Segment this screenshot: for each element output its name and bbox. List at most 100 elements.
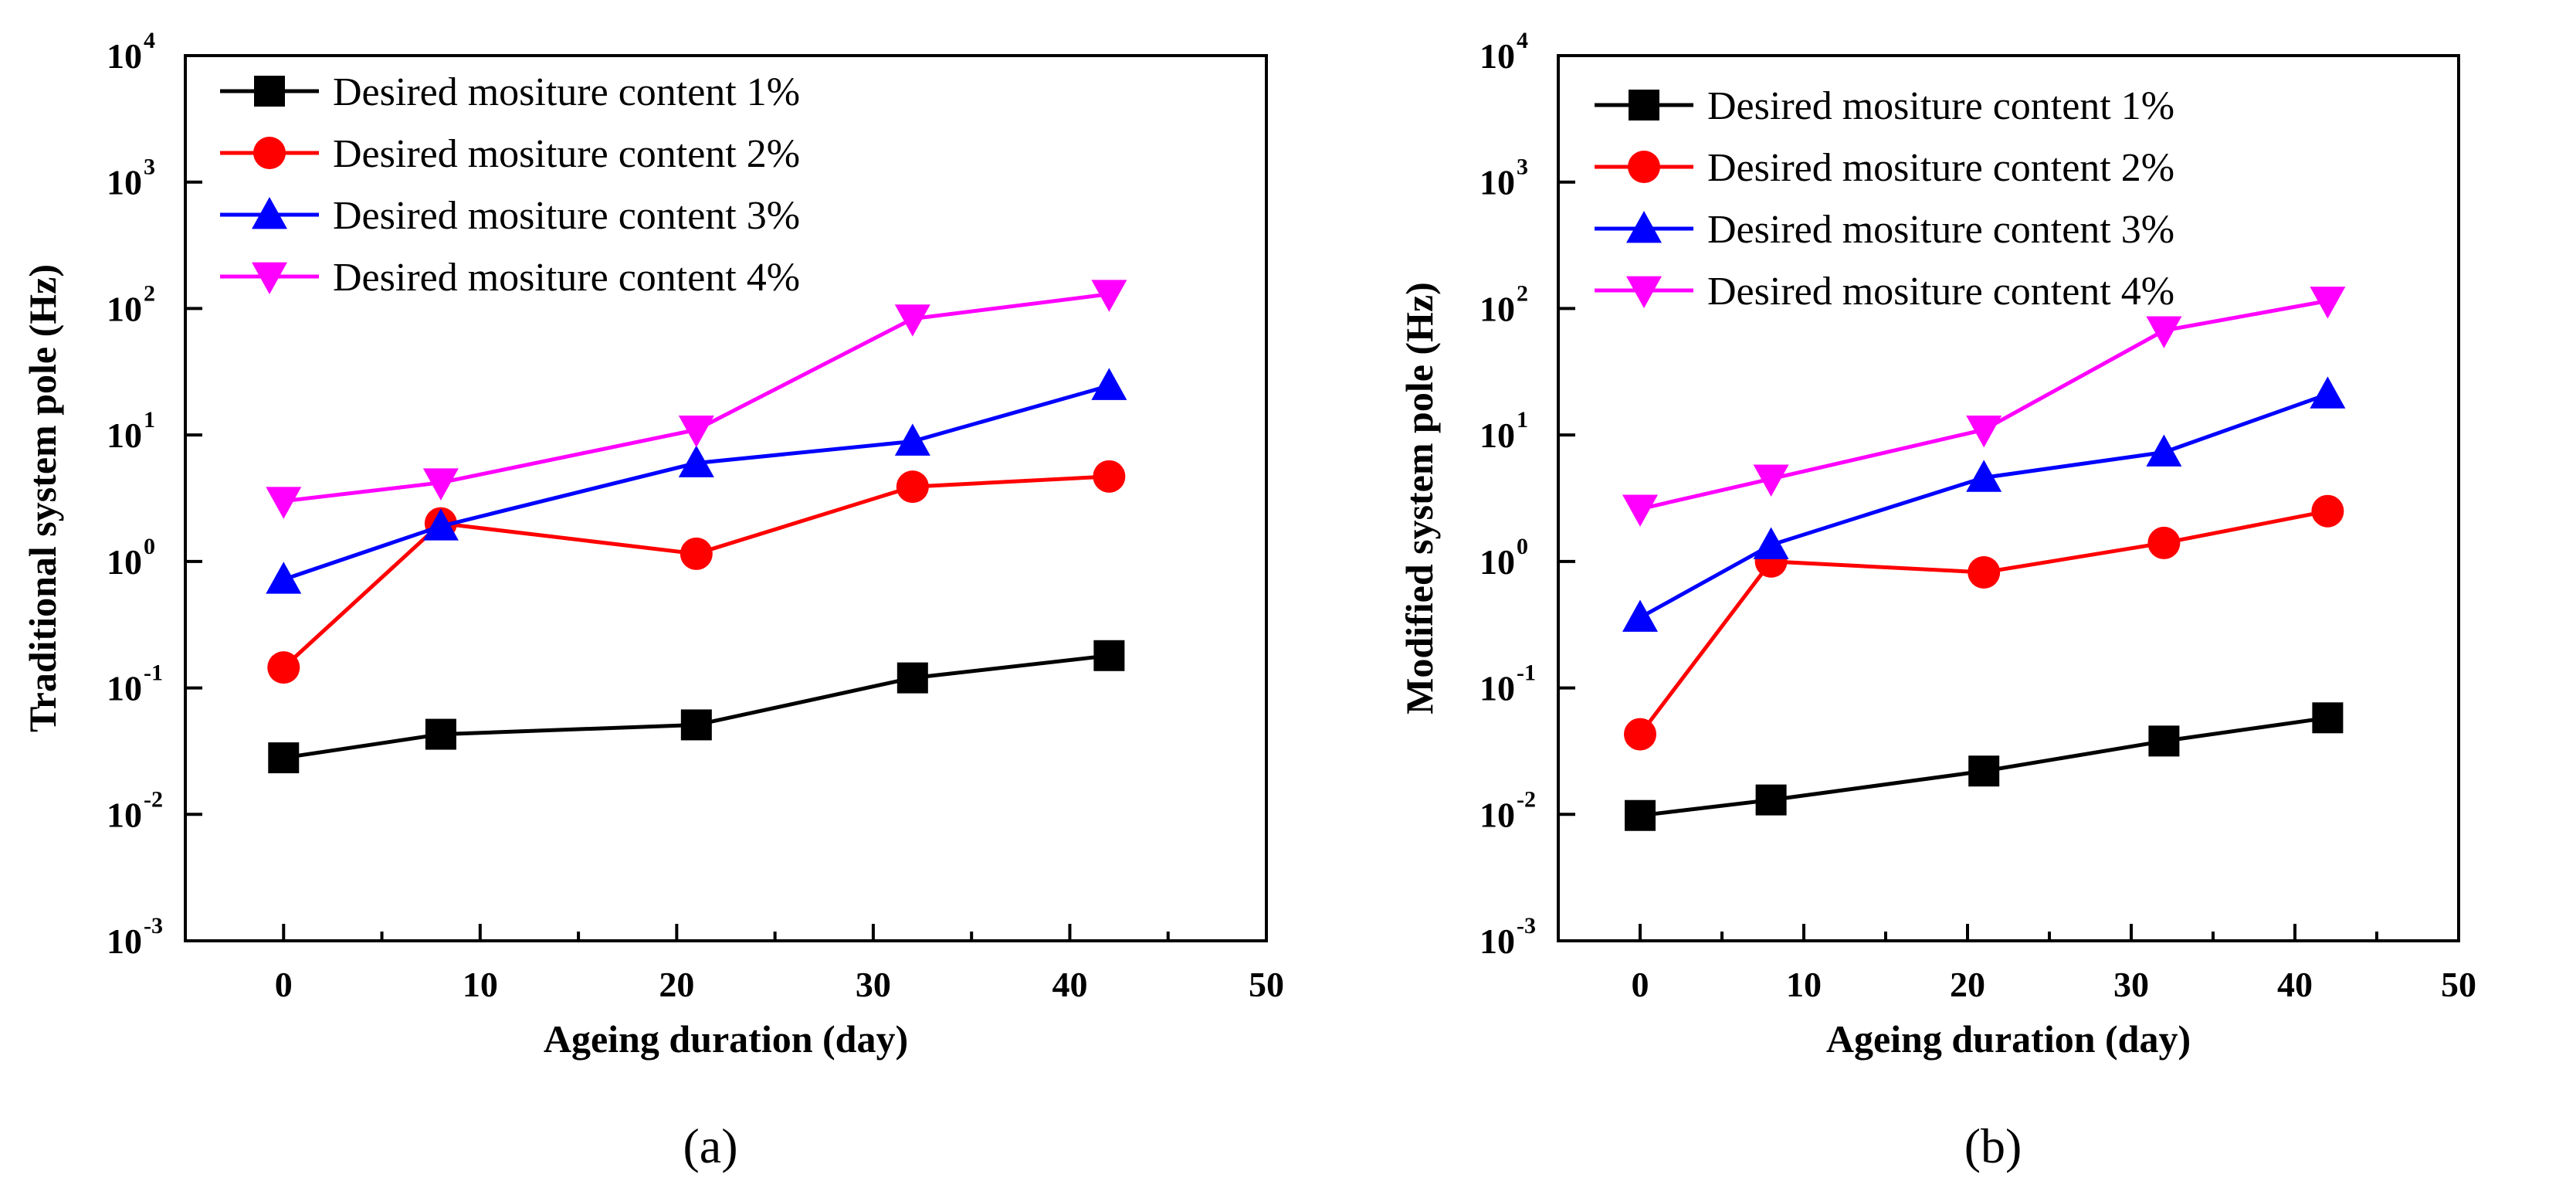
y-tick-exponent: -2 (144, 786, 163, 812)
series-line (1639, 509, 2328, 736)
y-tick-exponent: 1 (144, 407, 155, 433)
series-line (283, 653, 1110, 760)
y-tick-label: 10 (107, 795, 142, 834)
y-tick-label: 10 (107, 289, 142, 328)
data-point (1625, 799, 1656, 831)
y-tick-label: 10 (107, 36, 142, 76)
data-point (266, 487, 302, 519)
legend-marker (1626, 211, 1662, 243)
y-tick-label: 10 (1480, 669, 1515, 708)
legend-marker (252, 262, 287, 294)
data-point (1968, 755, 2000, 787)
legend-label: Desired mositure content 3% (1707, 208, 2174, 252)
y-axis-title: Traditional system pole (Hz) (21, 264, 64, 732)
data-point (425, 718, 456, 750)
data-point (894, 304, 930, 337)
data-point (2146, 316, 2182, 348)
y-tick-exponent: 3 (144, 154, 155, 180)
y-tick-exponent: -3 (144, 913, 163, 939)
data-point (1755, 784, 1787, 816)
x-tick-label: 20 (659, 965, 694, 1004)
data-point (897, 662, 928, 694)
legend-label: Desired mositure content 2% (1707, 146, 2174, 190)
legend-marker (252, 197, 287, 229)
data-point (1624, 718, 1656, 751)
data-point (896, 470, 929, 504)
y-tick-exponent: -3 (1517, 913, 1536, 939)
panel-label: (b) (1964, 1118, 2022, 1173)
data-point (268, 742, 300, 774)
data-point (2311, 494, 2344, 528)
data-point (1966, 415, 2002, 448)
data-point (2146, 434, 2182, 467)
y-tick-label: 10 (1480, 289, 1515, 328)
y-tick-label: 10 (1480, 542, 1515, 582)
data-point (2312, 702, 2344, 734)
x-tick-label: 10 (1786, 965, 1822, 1004)
x-tick-label: 50 (1249, 965, 1284, 1004)
plot-frame (1557, 54, 2460, 942)
data-point (1753, 527, 1789, 559)
data-point (1093, 640, 1125, 671)
y-axis-title: Modified system pole (Hz) (1398, 282, 1441, 714)
data-point (680, 537, 713, 570)
y-tick-exponent: 4 (1517, 28, 1528, 53)
legend-marker (1628, 151, 1660, 183)
data-point (267, 651, 300, 684)
x-tick-label: 40 (2277, 965, 2313, 1004)
y-tick-label: 10 (107, 922, 142, 961)
data-point (1622, 599, 1658, 632)
data-point (1622, 494, 1658, 527)
data-point (1091, 368, 1127, 400)
legend-marker (1626, 276, 1662, 308)
data-point (1753, 464, 1789, 497)
y-tick-label: 10 (107, 416, 142, 455)
data-point (266, 562, 302, 594)
data-point (894, 423, 930, 456)
legend-label: Desired mositure content 3% (333, 194, 800, 238)
y-tick-label: 10 (1480, 795, 1515, 834)
legend-label: Desired mositure content 1% (1707, 84, 2174, 128)
x-tick-label: 40 (1052, 965, 1087, 1004)
y-tick-label: 10 (107, 669, 142, 708)
x-tick-label: 10 (463, 965, 498, 1004)
x-axis-title: Ageing duration (day) (1826, 1017, 2191, 1061)
data-point (1091, 280, 1127, 312)
plot-frame (184, 54, 1268, 942)
data-point (2147, 526, 2181, 559)
y-tick-exponent: -2 (1517, 786, 1536, 812)
y-tick-label: 10 (1480, 163, 1515, 202)
x-tick-label: 0 (275, 965, 293, 1004)
data-point (1093, 460, 1126, 493)
x-tick-label: 0 (1632, 965, 1649, 1004)
legend-label: Desired mositure content 4% (1707, 270, 2174, 314)
data-point (678, 415, 714, 448)
x-tick-label: 30 (2113, 965, 2149, 1004)
legend-label: Desired mositure content 1% (333, 70, 800, 114)
y-tick-label: 10 (1480, 36, 1515, 76)
y-tick-label: 10 (1480, 922, 1515, 961)
legend-label: Desired mositure content 2% (333, 132, 800, 176)
y-tick-exponent: 3 (1517, 154, 1528, 180)
y-tick-exponent: -1 (1517, 660, 1536, 686)
y-tick-exponent: 0 (1517, 534, 1528, 559)
y-tick-exponent: 1 (1517, 407, 1528, 433)
x-tick-label: 20 (1950, 965, 1985, 1004)
x-tick-label: 50 (2441, 965, 2476, 1004)
y-tick-exponent: -1 (144, 660, 163, 686)
data-point (2148, 725, 2180, 757)
data-point (680, 709, 712, 741)
y-tick-exponent: 2 (144, 280, 155, 306)
legend-label: Desired mositure content 4% (333, 256, 800, 300)
y-tick-label: 10 (1480, 416, 1515, 455)
y-tick-exponent: 2 (1517, 280, 1528, 306)
y-tick-label: 10 (107, 163, 142, 202)
data-point (678, 445, 714, 477)
y-tick-exponent: 0 (144, 534, 155, 559)
data-point (2310, 287, 2346, 319)
panel-label: (a) (683, 1118, 737, 1173)
series-line (282, 474, 1110, 669)
